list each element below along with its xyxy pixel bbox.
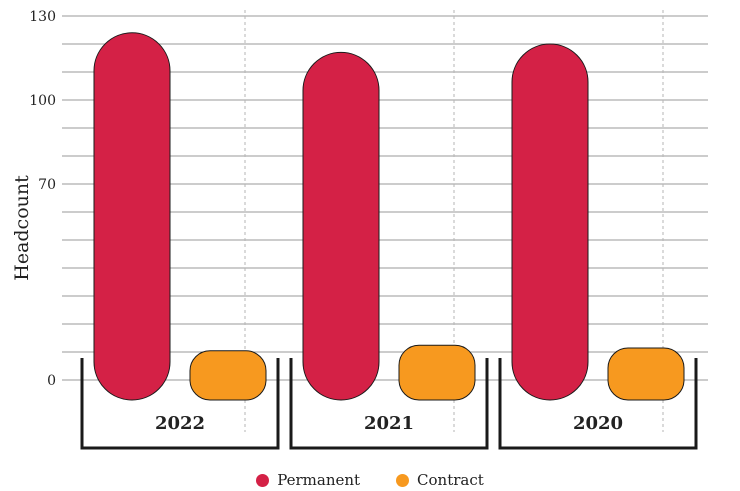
bar-permanent-2022[interactable]: [93, 32, 171, 401]
category-label-2020: 2020: [573, 413, 623, 434]
y-tick-label-70: 70: [38, 177, 56, 193]
bar-contract-2021[interactable]: [398, 344, 476, 401]
legend-item-contract[interactable]: Contract: [396, 471, 484, 489]
y-tick-label-130: 130: [29, 9, 56, 25]
bar-permanent-2021[interactable]: [302, 51, 380, 401]
category-bracket-2022: [80, 358, 280, 450]
category-label-2021: 2021: [364, 413, 414, 434]
category-bracket-2020: [498, 358, 698, 450]
category-brackets: [80, 358, 698, 450]
y-axis-label: Headcount: [11, 175, 33, 281]
legend-label-permanent: Permanent: [277, 471, 361, 489]
legend-swatch-permanent: [256, 473, 270, 487]
bar-contract-2020[interactable]: [607, 347, 685, 401]
category-labels: 2022 2021 2020: [155, 413, 623, 434]
bars: [93, 32, 685, 401]
bar-contract-2022[interactable]: [189, 350, 267, 401]
legend-item-permanent[interactable]: Permanent: [256, 471, 360, 489]
y-tick-label-0: 0: [47, 373, 56, 389]
category-label-2022: 2022: [155, 413, 205, 434]
category-bracket-2021: [289, 358, 489, 450]
chart: 0 70 100 130 Headcount 2022 2021 2020: [11, 9, 708, 450]
legend: Permanent Contract: [0, 470, 740, 490]
y-tick-label-100: 100: [29, 93, 56, 109]
legend-swatch-contract: [396, 473, 410, 487]
legend-label-contract: Contract: [417, 471, 484, 489]
bar-permanent-2020[interactable]: [511, 43, 589, 401]
y-axis-ticks: 0 70 100 130: [29, 9, 56, 389]
